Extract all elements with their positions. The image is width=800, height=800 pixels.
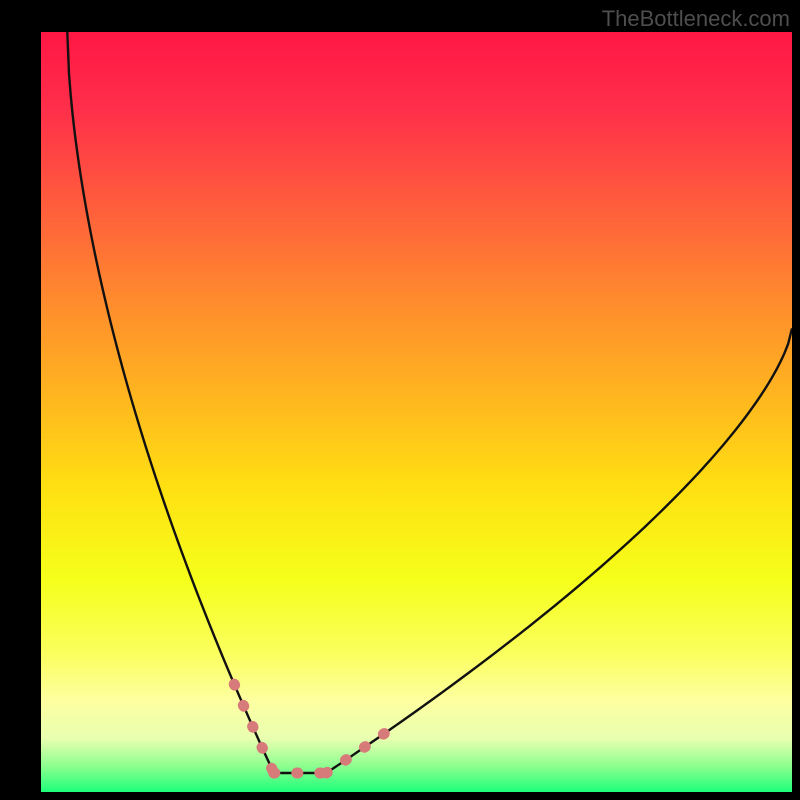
chart-frame: TheBottleneck.com — [0, 0, 800, 800]
bottleneck-curve — [41, 32, 792, 792]
plot-area — [41, 32, 792, 792]
curve-line — [67, 32, 792, 773]
watermark-text: TheBottleneck.com — [602, 6, 790, 32]
